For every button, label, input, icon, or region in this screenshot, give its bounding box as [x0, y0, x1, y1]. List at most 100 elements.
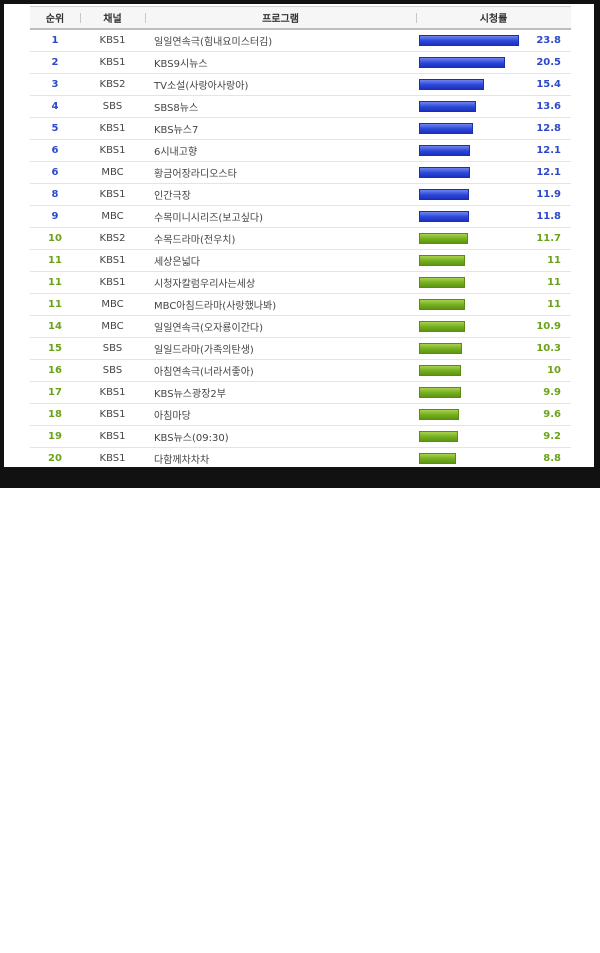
rating-cell: 10.9	[416, 315, 571, 338]
rating-value: 12.1	[536, 145, 561, 156]
rank-cell: 16	[30, 359, 80, 382]
table-row: 3 KBS2 TV소설(사랑아사랑아) 15.4	[30, 73, 571, 96]
rating-bar	[419, 343, 462, 354]
rank-cell: 8	[30, 183, 80, 206]
program-cell: 아침연속극(너라서좋아)	[145, 359, 416, 382]
rating-bar	[419, 123, 473, 134]
rank-cell: 11	[30, 271, 80, 294]
rating-bar	[419, 431, 458, 442]
rating-value: 11	[547, 277, 561, 288]
frame-bottom-bar: [734x574] http://upic.me/	[0, 467, 600, 951]
rating-value: 9.9	[543, 387, 561, 398]
rating-bar	[419, 453, 456, 464]
channel-cell: MBC	[80, 315, 145, 338]
table-body: 1 KBS1 일일연속극(힘내요미스터김) 23.8 2 KBS1 KBS9시뉴스 20.5 3…	[30, 29, 571, 467]
table-row: 19 KBS1 KBS뉴스(09:30) 9.2	[30, 425, 571, 448]
table-row: 8 KBS1 인간극장 11.9	[30, 183, 571, 206]
rating-value: 10.9	[536, 321, 561, 332]
rating-cell: 12.1	[416, 161, 571, 184]
table-header-row: 순위 채널 프로그램 시청률	[30, 6, 571, 30]
table-row: 15 SBS 일일드라마(가족의탄생) 10.3	[30, 337, 571, 360]
rating-cell: 20.5	[416, 51, 571, 74]
rating-bar	[419, 145, 470, 156]
rating-cell: 13.6	[416, 95, 571, 118]
header-channel: 채널	[80, 6, 145, 30]
program-cell: KBS뉴스광장2부	[145, 381, 416, 404]
header-program: 프로그램	[145, 6, 416, 30]
rating-cell: 11.8	[416, 205, 571, 228]
table-row: 4 SBS SBS8뉴스 13.6	[30, 95, 571, 118]
channel-cell: KBS2	[80, 227, 145, 250]
rating-value: 11	[547, 299, 561, 310]
program-cell: 다함께차차차	[145, 447, 416, 467]
rating-bar	[419, 299, 465, 310]
program-cell: 황금어장라디오스타	[145, 161, 416, 184]
rating-value: 9.6	[543, 409, 561, 420]
table-row: 6 MBC 황금어장라디오스타 12.1	[30, 161, 571, 184]
rating-value: 11	[547, 255, 561, 266]
rating-value: 12.8	[536, 123, 561, 134]
table-row: 14 MBC 일일연속극(오자룡이간다) 10.9	[30, 315, 571, 338]
rating-bar	[419, 387, 461, 398]
rank-cell: 1	[30, 29, 80, 52]
rating-cell: 11	[416, 271, 571, 294]
rank-cell: 14	[30, 315, 80, 338]
rank-cell: 10	[30, 227, 80, 250]
rank-cell: 3	[30, 73, 80, 96]
program-cell: KBS뉴스7	[145, 117, 416, 140]
program-cell: 일일드라마(가족의탄생)	[145, 337, 416, 360]
rating-cell: 11.9	[416, 183, 571, 206]
table-row: 6 KBS1 6시내고향 12.1	[30, 139, 571, 162]
rating-cell: 12.1	[416, 139, 571, 162]
program-cell: MBC아침드라마(사랑했나봐)	[145, 293, 416, 316]
rating-bar	[419, 365, 461, 376]
rating-value: 11.8	[536, 211, 561, 222]
program-cell: SBS8뉴스	[145, 95, 416, 118]
channel-cell: KBS1	[80, 51, 145, 74]
rank-cell: 6	[30, 139, 80, 162]
program-cell: TV소설(사랑아사랑아)	[145, 73, 416, 96]
rank-cell: 9	[30, 205, 80, 228]
program-cell: 6시내고향	[145, 139, 416, 162]
channel-cell: KBS1	[80, 249, 145, 272]
rating-bar	[419, 409, 459, 420]
rating-bar	[419, 167, 470, 178]
rating-value: 11.7	[536, 233, 561, 244]
program-cell: 세상은넓다	[145, 249, 416, 272]
table-row: 11 MBC MBC아침드라마(사랑했나봐) 11	[30, 293, 571, 316]
channel-cell: MBC	[80, 161, 145, 184]
rank-cell: 5	[30, 117, 80, 140]
frame-top-border	[0, 0, 600, 4]
program-cell: 수목미니시리즈(보고싶다)	[145, 205, 416, 228]
program-cell: KBS뉴스(09:30)	[145, 425, 416, 448]
program-cell: 아침마당	[145, 403, 416, 426]
rating-value: 13.6	[536, 101, 561, 112]
rank-cell: 11	[30, 249, 80, 272]
rank-cell: 19	[30, 425, 80, 448]
program-cell: 인간극장	[145, 183, 416, 206]
table-row: 1 KBS1 일일연속극(힘내요미스터김) 23.8	[30, 29, 571, 52]
rating-value: 10.3	[536, 343, 561, 354]
rating-cell: 10.3	[416, 337, 571, 360]
channel-cell: KBS1	[80, 139, 145, 162]
channel-cell: MBC	[80, 293, 145, 316]
table-row: 20 KBS1 다함께차차차 8.8	[30, 447, 571, 467]
rating-bar	[419, 101, 476, 112]
table-row: 10 KBS2 수목드라마(전우치) 11.7	[30, 227, 571, 250]
rating-value: 12.1	[536, 167, 561, 178]
header-rating: 시청률	[416, 6, 571, 30]
channel-cell: MBC	[80, 205, 145, 228]
rating-bar	[419, 255, 465, 266]
program-cell: 시청자칼럼우리사는세상	[145, 271, 416, 294]
table-row: 5 KBS1 KBS뉴스7 12.8	[30, 117, 571, 140]
channel-cell: KBS1	[80, 183, 145, 206]
channel-cell: SBS	[80, 359, 145, 382]
rating-value: 8.8	[543, 453, 561, 464]
rank-cell: 15	[30, 337, 80, 360]
channel-cell: KBS1	[80, 403, 145, 426]
rating-cell: 11.7	[416, 227, 571, 250]
rating-bar	[419, 211, 469, 222]
table-row: 16 SBS 아침연속극(너라서좋아) 10	[30, 359, 571, 382]
rating-cell: 11	[416, 293, 571, 316]
rating-cell: 9.6	[416, 403, 571, 426]
